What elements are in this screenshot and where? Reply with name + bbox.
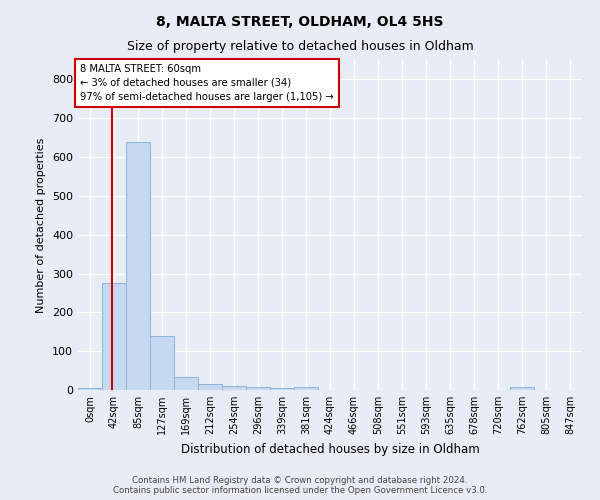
Bar <box>102 283 126 390</box>
X-axis label: Distribution of detached houses by size in Oldham: Distribution of detached houses by size … <box>181 442 479 456</box>
Bar <box>246 388 270 390</box>
Text: 8, MALTA STREET, OLDHAM, OL4 5HS: 8, MALTA STREET, OLDHAM, OL4 5HS <box>156 15 444 29</box>
Bar <box>270 388 294 390</box>
Bar <box>78 388 102 390</box>
Y-axis label: Number of detached properties: Number of detached properties <box>37 138 46 312</box>
Bar <box>198 384 222 390</box>
Bar <box>126 142 150 390</box>
Bar <box>294 387 318 390</box>
Text: 8 MALTA STREET: 60sqm
← 3% of detached houses are smaller (34)
97% of semi-detac: 8 MALTA STREET: 60sqm ← 3% of detached h… <box>80 64 334 102</box>
Bar <box>222 386 246 390</box>
Text: Contains HM Land Registry data © Crown copyright and database right 2024.
Contai: Contains HM Land Registry data © Crown c… <box>113 476 487 495</box>
Bar <box>510 388 534 390</box>
Bar <box>150 336 174 390</box>
Bar <box>174 377 198 390</box>
Text: Size of property relative to detached houses in Oldham: Size of property relative to detached ho… <box>127 40 473 53</box>
